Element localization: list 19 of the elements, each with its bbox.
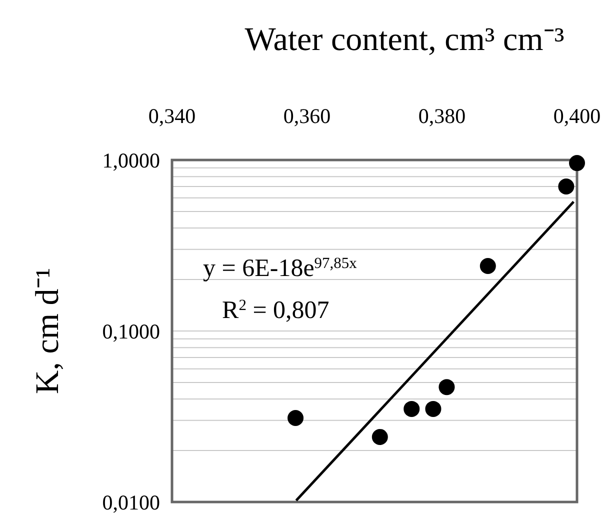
x-tick-label: 0,360 [283, 104, 331, 128]
annotation: y = 6E-18e$^{97,85x}$ [203, 254, 358, 282]
y-tick-label: 0,1000 [102, 319, 160, 344]
point [425, 400, 442, 417]
x-axis-title: Water content, cm³ cm⁻³ [244, 22, 564, 58]
point [480, 258, 496, 274]
x-tick-label: 0,380 [418, 104, 466, 128]
point [372, 428, 388, 445]
y-axis-title: K, cm d⁻¹ [30, 268, 66, 394]
point [558, 178, 574, 194]
x-tick-label: 0,400 [553, 104, 601, 128]
annotation: R$^{2}$ = 0,807 [222, 296, 330, 324]
x-tick-label: 0,340 [148, 104, 196, 128]
point [404, 400, 420, 417]
y-tick-label: 0,0100 [102, 490, 160, 514]
y-tick-label: 1,0000 [102, 148, 160, 172]
point [438, 379, 455, 396]
point [288, 410, 304, 426]
point [569, 155, 585, 172]
